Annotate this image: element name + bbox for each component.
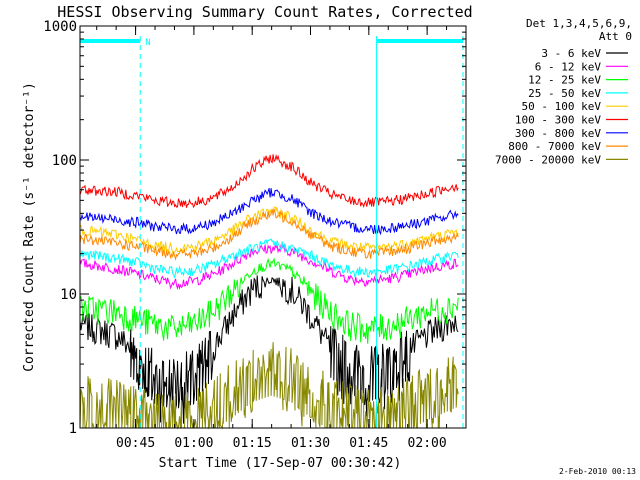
series-line bbox=[79, 153, 459, 209]
timestamp: 2-Feb-2010 00:13 bbox=[559, 467, 636, 476]
x-tick-label: 01:00 bbox=[174, 436, 213, 451]
legend-entry-label: 7000 - 20000 keV bbox=[495, 153, 601, 166]
y-tick-label: 10 bbox=[60, 287, 77, 303]
y-tick-label: 1 bbox=[69, 421, 77, 437]
series-line bbox=[79, 342, 459, 430]
y-tick-label: 1000 bbox=[43, 19, 77, 35]
series-5 bbox=[79, 153, 459, 209]
legend-entry-label: 3 - 6 keV bbox=[541, 47, 601, 60]
legend-header-line-1: Det 1,3,4,5,6,9, bbox=[526, 17, 632, 30]
series-line bbox=[79, 275, 459, 424]
legend-entry-label: 300 - 800 keV bbox=[515, 127, 601, 140]
series-line bbox=[79, 243, 459, 291]
legend-header-line-2: Att 0 bbox=[599, 30, 632, 43]
series-line bbox=[79, 188, 459, 236]
legend-entry-label: 12 - 25 keV bbox=[528, 74, 601, 87]
y-tick-label: 100 bbox=[52, 153, 77, 169]
x-axis: 00:45 01:00 01:15 01:30 01:45 02:00 bbox=[96, 26, 448, 451]
x-axis-label: Start Time (17-Sep-07 00:30:42) bbox=[159, 456, 402, 471]
series-layer bbox=[79, 153, 459, 430]
y-axis: 1 10 100 1000 bbox=[43, 19, 466, 437]
legend-entry-label: 6 - 12 keV bbox=[535, 60, 602, 73]
series-line bbox=[79, 238, 459, 278]
series-0 bbox=[79, 275, 459, 424]
annotation-label: N bbox=[145, 38, 150, 48]
series-1 bbox=[79, 243, 459, 291]
series-3 bbox=[79, 238, 459, 278]
y-axis-label: Corrected Count Rate (s⁻¹ detector⁻¹) bbox=[22, 82, 37, 372]
series-7 bbox=[79, 208, 459, 261]
series-2 bbox=[79, 257, 459, 344]
legend-entry-label: 50 - 100 keV bbox=[522, 100, 602, 113]
series-line bbox=[79, 257, 459, 344]
x-tick-label: 01:45 bbox=[349, 436, 388, 451]
x-tick-label: 00:45 bbox=[116, 436, 155, 451]
observing-marker-layer: N bbox=[80, 36, 464, 428]
legend-entry-label: 25 - 50 keV bbox=[528, 87, 601, 100]
x-tick-label: 01:15 bbox=[233, 436, 272, 451]
legend-entry-label: 100 - 300 keV bbox=[515, 114, 601, 127]
legend-entry-label: 800 - 7000 keV bbox=[508, 140, 601, 153]
series-line bbox=[79, 208, 459, 261]
x-tick-label: 01:30 bbox=[291, 436, 330, 451]
chart-title: HESSI Observing Summary Count Rates, Cor… bbox=[57, 3, 472, 21]
series-6 bbox=[79, 188, 459, 236]
plot-frame bbox=[79, 25, 467, 429]
series-8 bbox=[79, 342, 459, 430]
x-tick-label: 02:00 bbox=[408, 436, 447, 451]
